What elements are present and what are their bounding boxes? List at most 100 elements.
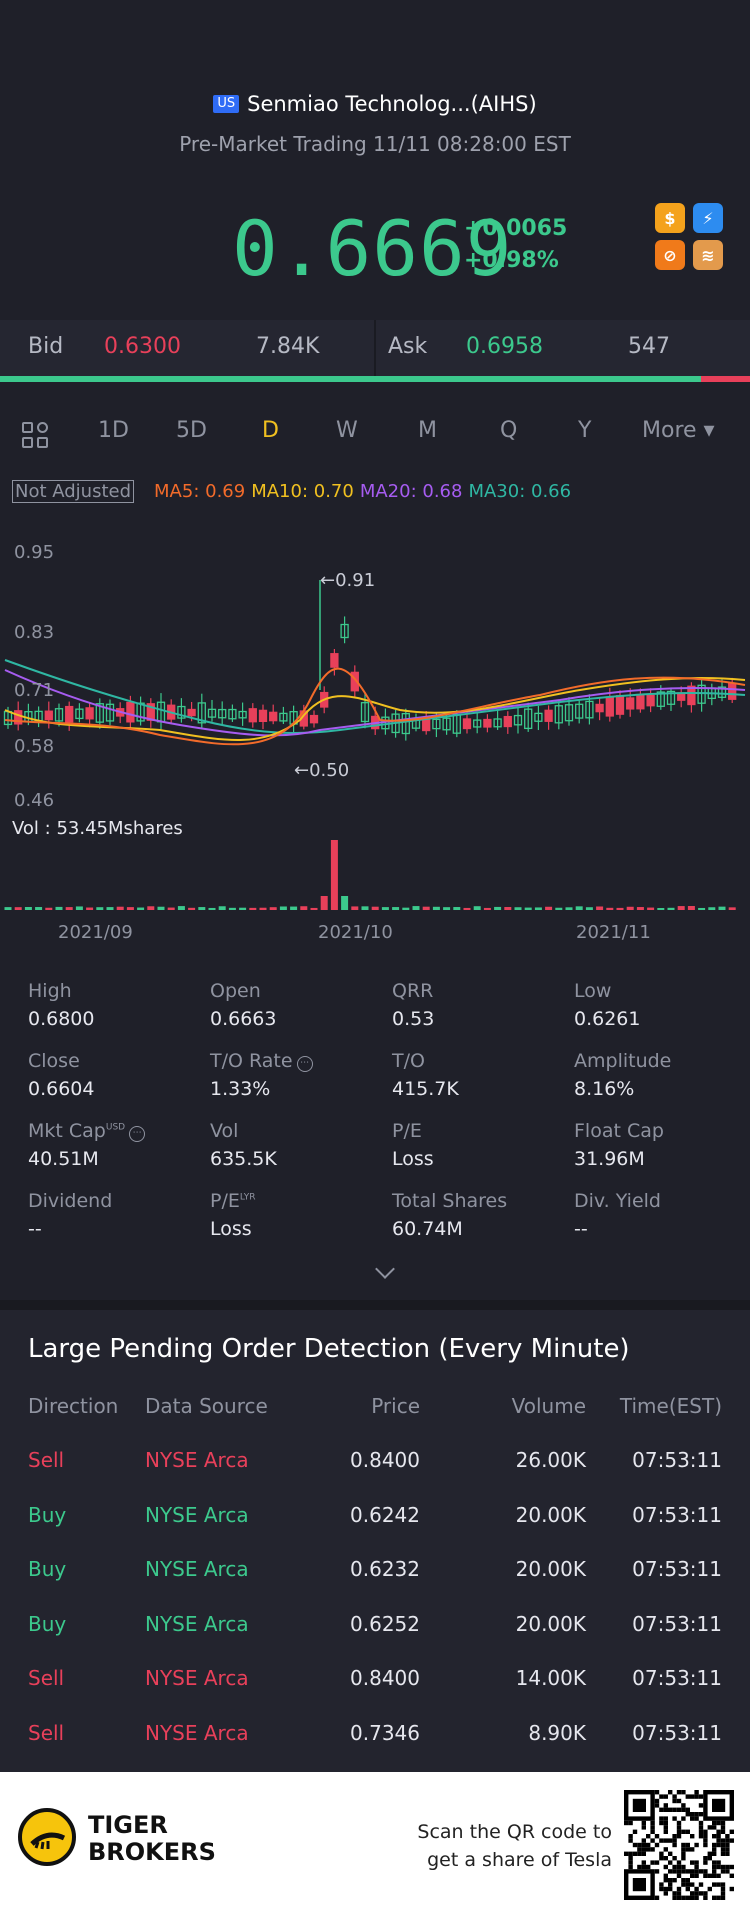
not-adjusted-toggle[interactable]: Not Adjusted [12, 480, 135, 503]
tab-5d[interactable]: 5D [176, 418, 207, 443]
volume-bar [239, 907, 247, 910]
volume-bar [575, 906, 583, 910]
stat-key: P/E [392, 1120, 422, 1142]
order-volume: 14.00K [515, 1666, 586, 1690]
col-price: Price [371, 1394, 420, 1418]
volume-bar [330, 840, 338, 910]
stat-3: Low 0.6261 [574, 980, 750, 1030]
high-marker: ←0.91 [320, 570, 376, 591]
volume-bar [698, 907, 706, 910]
lightning-icon[interactable]: ⚡ [693, 203, 723, 233]
volume-bar [198, 907, 206, 910]
usd-sup: USD [105, 1122, 126, 1133]
stat-key: Div. Yield [574, 1190, 661, 1212]
stat-key: High [28, 980, 72, 1002]
volume-bar [310, 907, 318, 910]
no-short-icon[interactable]: ⊘ [655, 240, 685, 270]
y-tick-3: 0.58 [14, 736, 55, 757]
volume-bar [75, 906, 83, 910]
volume-bar [381, 907, 389, 910]
volume-bar [157, 906, 165, 910]
order-row[interactable]: Sell NYSE Arca 0.8400 26.00K 07:53:11 [0, 1448, 750, 1488]
order-volume: 20.00K [515, 1611, 586, 1636]
volume-bar [126, 907, 134, 910]
order-row[interactable]: Buy NYSE Arca 0.6242 20.00K 07:53:11 [0, 1503, 750, 1543]
tab-d[interactable]: D [262, 418, 279, 443]
order-time: 07:53:11 [632, 1611, 722, 1636]
stat-0: High 0.6800 [28, 980, 208, 1030]
order-row[interactable]: Sell NYSE Arca 0.7346 8.90K 07:53:11 [0, 1721, 750, 1761]
chevron-down-icon[interactable] [375, 1259, 395, 1279]
info-icon[interactable]: ⋯ [296, 1056, 313, 1072]
ask-size: 547 [628, 334, 670, 359]
kline-chart-svg [3, 580, 746, 910]
ask-price: 0.6958 [466, 334, 543, 359]
stat-value: 635.5K [210, 1148, 277, 1170]
order-time: 07:53:11 [632, 1502, 722, 1527]
stack-icon[interactable]: ≋ [693, 240, 723, 270]
kline-chart[interactable]: 0.95 0.83 0.71 0.58 0.46 ←0.91 ←0.50 Vol… [0, 530, 750, 950]
info-icon[interactable]: ⋯ [129, 1126, 146, 1142]
order-direction: Buy [28, 1502, 67, 1527]
stat-key: QRR [392, 980, 434, 1002]
order-row[interactable]: Buy NYSE Arca 0.6252 20.00K 07:53:11 [0, 1612, 750, 1652]
stat-1: Open 0.6663 [210, 980, 390, 1030]
order-volume: 8.90K [528, 1720, 586, 1745]
order-source: NYSE Arca [145, 1666, 249, 1690]
order-price: 0.6232 [350, 1557, 420, 1581]
grid-icon[interactable] [22, 422, 50, 450]
bid-label: Bid [28, 334, 64, 359]
order-volume: 20.00K [515, 1557, 586, 1581]
tab-m[interactable]: M [418, 418, 437, 443]
volume-bar [647, 907, 655, 910]
volume-bar [392, 907, 400, 910]
volume-bar [514, 907, 522, 910]
x-tick-1: 2021/10 [318, 922, 393, 943]
tab-more[interactable]: More ▾ [642, 418, 715, 443]
order-row[interactable]: Sell NYSE Arca 0.8400 14.00K 07:53:11 [0, 1666, 750, 1706]
stock-title[interactable]: Senmiao Technolog...(AIHS) [247, 92, 537, 116]
bid-volume-bar [0, 376, 701, 382]
tab-q[interactable]: Q [500, 418, 518, 443]
stat-value: Loss [210, 1218, 252, 1240]
stat-key: Mkt Cap [28, 1120, 106, 1142]
volume-bar [269, 907, 277, 910]
stat-key: T/O Rate [210, 1050, 293, 1072]
stat-key: Amplitude [574, 1050, 672, 1072]
volume-bar [432, 906, 440, 910]
stat-value: 0.6663 [210, 1008, 277, 1030]
qr-code-icon[interactable] [624, 1790, 734, 1900]
tab-1d[interactable]: 1D [98, 418, 129, 443]
col-source: Data Source [145, 1394, 268, 1418]
tab-y[interactable]: Y [578, 418, 592, 443]
order-price: 0.7346 [350, 1720, 420, 1745]
order-row[interactable]: Buy NYSE Arca 0.6232 20.00K 07:53:11 [0, 1557, 750, 1597]
volume-bar [96, 907, 104, 910]
volume-bar [4, 907, 12, 910]
volume-bar [361, 906, 369, 910]
volume-bar [106, 907, 114, 910]
x-tick-0: 2021/09 [58, 922, 133, 943]
stat-value: 415.7K [392, 1078, 459, 1100]
stat-11: Float Cap 31.96M [574, 1120, 750, 1170]
brand-name: TIGER BROKERS [88, 1811, 216, 1866]
order-time: 07:53:11 [632, 1720, 722, 1745]
volume-bar [545, 906, 553, 910]
stat-value: -- [28, 1218, 42, 1240]
volume-bar [45, 907, 53, 910]
order-time: 07:53:11 [632, 1557, 722, 1581]
stat-8: Mkt CapUSD⋯ 40.51M [28, 1120, 208, 1170]
tab-w[interactable]: W [336, 418, 358, 443]
section-divider [0, 1300, 750, 1310]
y-tick-2: 0.71 [14, 680, 55, 701]
bid-ask-bar[interactable]: Bid 0.6300 7.84K Ask 0.6958 547 [0, 320, 750, 376]
dollar-icon[interactable]: $ [655, 203, 685, 233]
stat-value: 40.51M [28, 1148, 99, 1170]
stat-value: 0.6604 [28, 1078, 95, 1100]
order-direction: Sell [28, 1666, 65, 1690]
stat-14: Total Shares 60.74M [392, 1190, 572, 1240]
stat-value: 8.16% [574, 1078, 635, 1100]
volume-bar [402, 907, 410, 910]
volume-bar [555, 907, 563, 910]
ma20-value: MA20: 0.68 [359, 481, 463, 502]
